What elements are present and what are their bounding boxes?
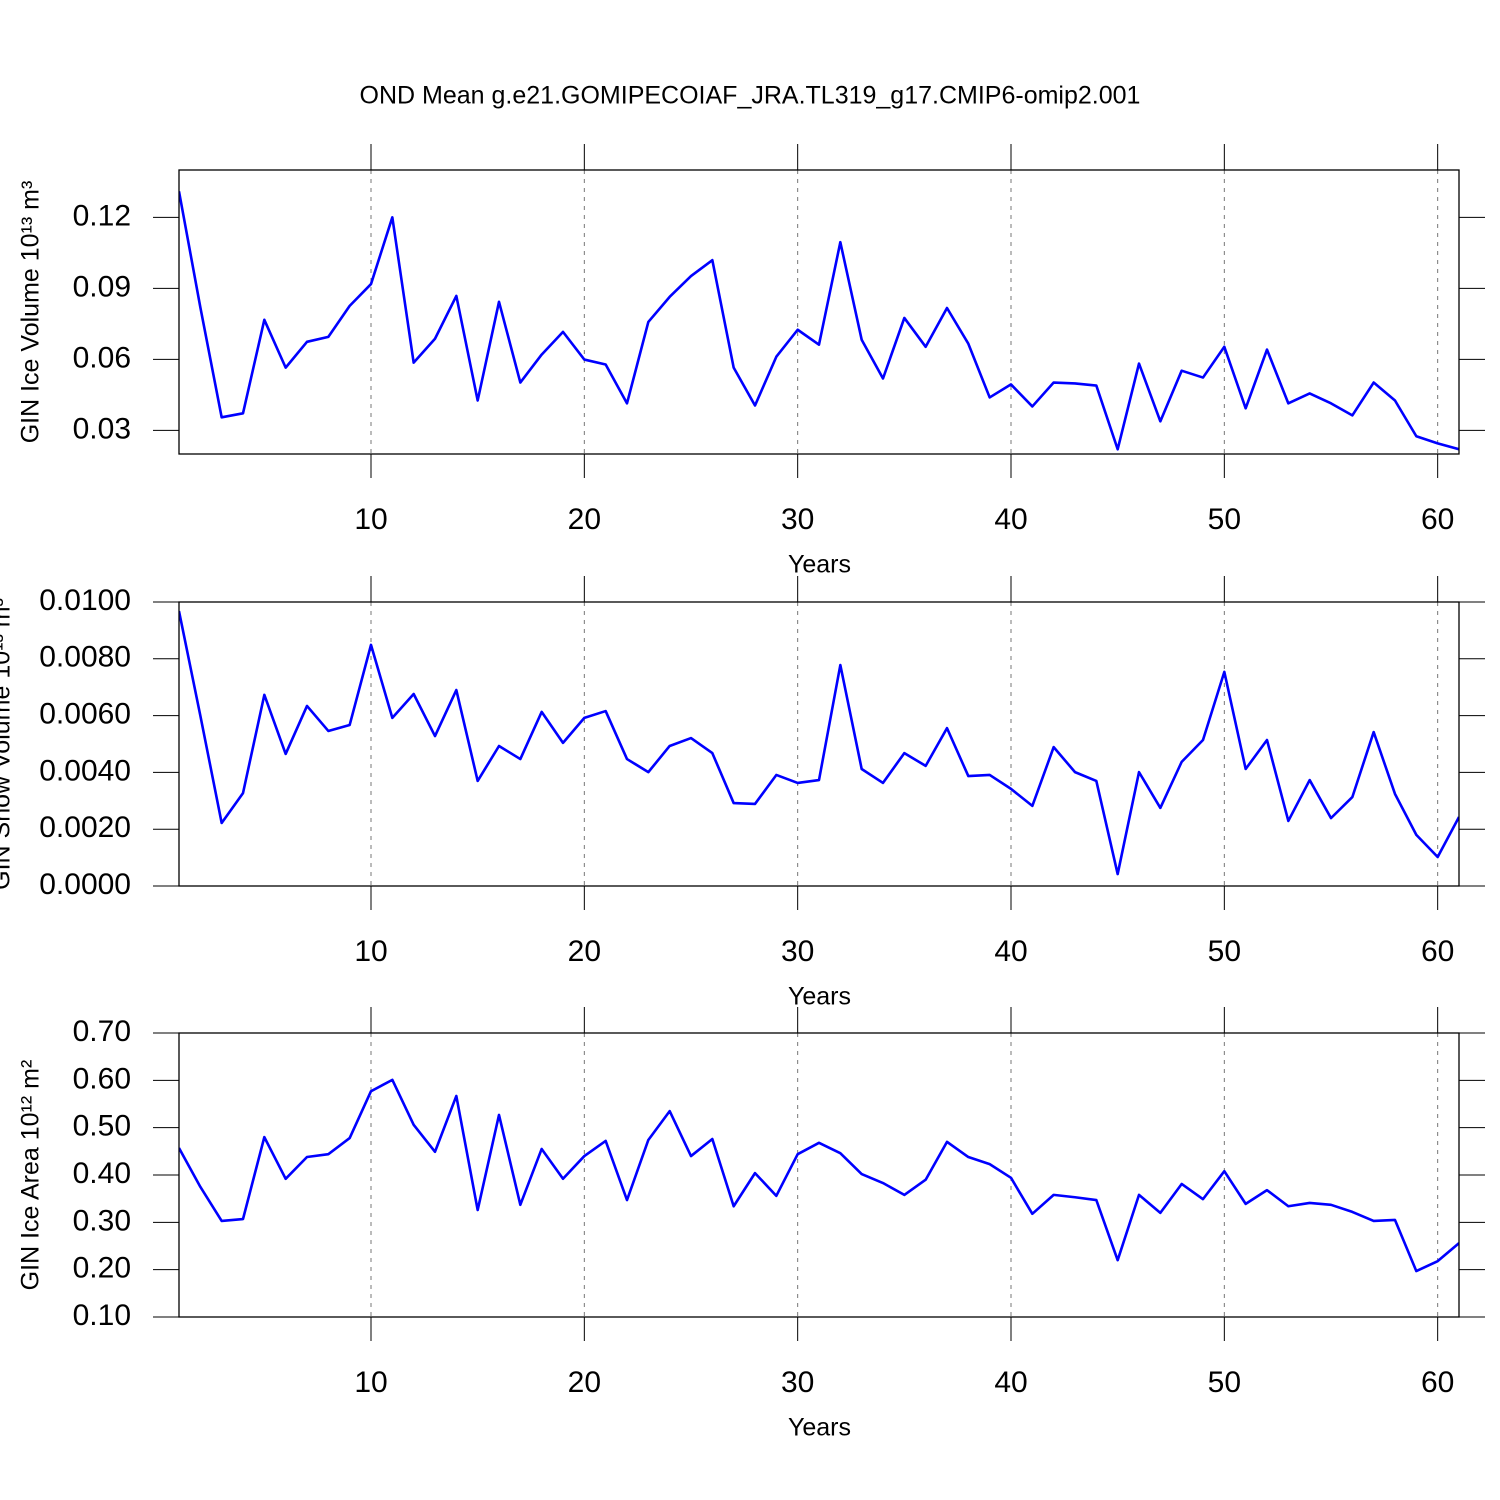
x-tick-label: 30	[781, 503, 814, 536]
plot-frame	[178, 601, 1460, 887]
x-tick-label: 30	[781, 1366, 814, 1399]
x-tick-label: 60	[1421, 503, 1454, 536]
y-axis-label: GIN Ice Area 10¹² m²	[17, 1060, 45, 1291]
y-tick-label: 0.50	[73, 1110, 131, 1143]
y-axis-label: GIN Snow Volume 10¹³ m³	[0, 598, 16, 890]
y-tick-label: 0.60	[73, 1062, 131, 1095]
figure-title: OND Mean g.e21.GOMIPECOIAF_JRA.TL319_g17…	[360, 82, 1141, 110]
y-tick-label: 0.09	[73, 270, 131, 303]
y-tick-label: 0.0020	[39, 811, 131, 844]
data-line	[179, 610, 1459, 876]
x-tick-label: 40	[994, 1366, 1027, 1399]
x-tick-label: 50	[1208, 935, 1241, 968]
y-tick-label: 0.0000	[39, 868, 131, 901]
y-tick-label: 0.30	[73, 1204, 131, 1237]
y-tick-label: 0.12	[73, 199, 131, 232]
x-tick-label: 10	[354, 503, 387, 536]
data-line	[179, 191, 1459, 451]
x-tick-label: 60	[1421, 1366, 1454, 1399]
x-tick-label: 20	[568, 503, 601, 536]
x-axis-label: Years	[788, 551, 851, 579]
y-tick-label: 0.0080	[39, 641, 131, 674]
panel: 10 20 30 40 50 60 0.10 0.20 0.30 0.40 0.50 0.60 0.70…	[17, 1007, 1485, 1442]
y-axis-label: GIN Ice Volume 10¹³ m³	[17, 181, 45, 444]
plot-frame	[178, 169, 1460, 455]
y-tick-label: 0.03	[73, 412, 131, 445]
x-tick-label: 40	[994, 503, 1027, 536]
data-line	[179, 1078, 1459, 1273]
x-tick-label: 60	[1421, 935, 1454, 968]
x-axis-label: Years	[788, 1414, 851, 1442]
panel: 10 20 30 40 50 60 0.0000 0.0020 0.0040 0.0060 0.00…	[0, 576, 1485, 1011]
x-tick-label: 40	[994, 935, 1027, 968]
y-tick-label: 0.0040	[39, 754, 131, 787]
panel: 10 20 30 40 50 60 0.03 0.06 0.09 0.12 Years GIN Ice…	[17, 144, 1485, 579]
y-tick-label: 0.70	[73, 1015, 131, 1048]
y-tick-label: 0.40	[73, 1157, 131, 1190]
x-tick-label: 10	[354, 1366, 387, 1399]
x-tick-label: 50	[1208, 1366, 1241, 1399]
x-tick-label: 10	[354, 935, 387, 968]
plot-frame	[178, 1032, 1460, 1318]
y-tick-label: 0.06	[73, 341, 131, 374]
x-tick-label: 20	[568, 1366, 601, 1399]
x-axis-label: Years	[788, 983, 851, 1011]
x-tick-label: 30	[781, 935, 814, 968]
x-tick-label: 20	[568, 935, 601, 968]
y-tick-label: 0.10	[73, 1299, 131, 1332]
y-tick-label: 0.0100	[39, 584, 131, 617]
y-tick-label: 0.20	[73, 1252, 131, 1285]
y-tick-label: 0.0060	[39, 698, 131, 731]
x-tick-label: 50	[1208, 503, 1241, 536]
